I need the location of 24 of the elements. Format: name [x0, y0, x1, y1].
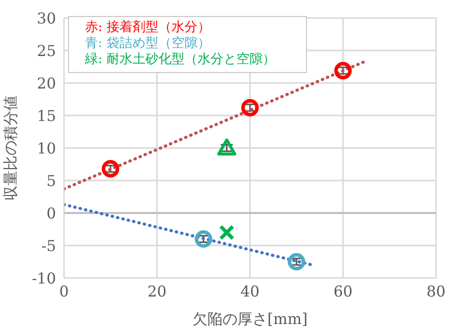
point: [241, 98, 259, 116]
y-tick-label: 15: [36, 106, 56, 125]
point: [219, 224, 234, 240]
y-tick-label: 10: [36, 139, 56, 158]
x-axis-title: 欠陥の厚さ[mm]: [192, 310, 308, 328]
y-tick-label: 5: [46, 172, 56, 190]
x-tick-label: 20: [147, 282, 167, 301]
y-tick-label: 25: [36, 42, 56, 60]
legend-box: 赤: 接着剤型（水分） 青: 袋詰め型（空隙） 緑: 耐水土砂化型（水分と空隙）: [68, 16, 307, 73]
x-tick-label: 40: [240, 282, 260, 301]
y-tick-label: 0: [46, 204, 56, 222]
x-tick-label: 80: [426, 282, 446, 301]
y-tick-label: 20: [36, 74, 56, 92]
point: [288, 253, 306, 270]
x-tick-label: 60: [333, 282, 353, 301]
x-tick-label: 0: [59, 282, 69, 301]
point: [217, 138, 236, 156]
y-tick-label: -5: [41, 236, 56, 255]
y-tick-label: -10: [32, 269, 56, 288]
y-tick-label: 30: [36, 9, 56, 28]
point: [334, 62, 352, 80]
point: [194, 230, 212, 248]
point: [102, 160, 120, 178]
y-axis-title: 収量比の積分値: [1, 96, 20, 200]
